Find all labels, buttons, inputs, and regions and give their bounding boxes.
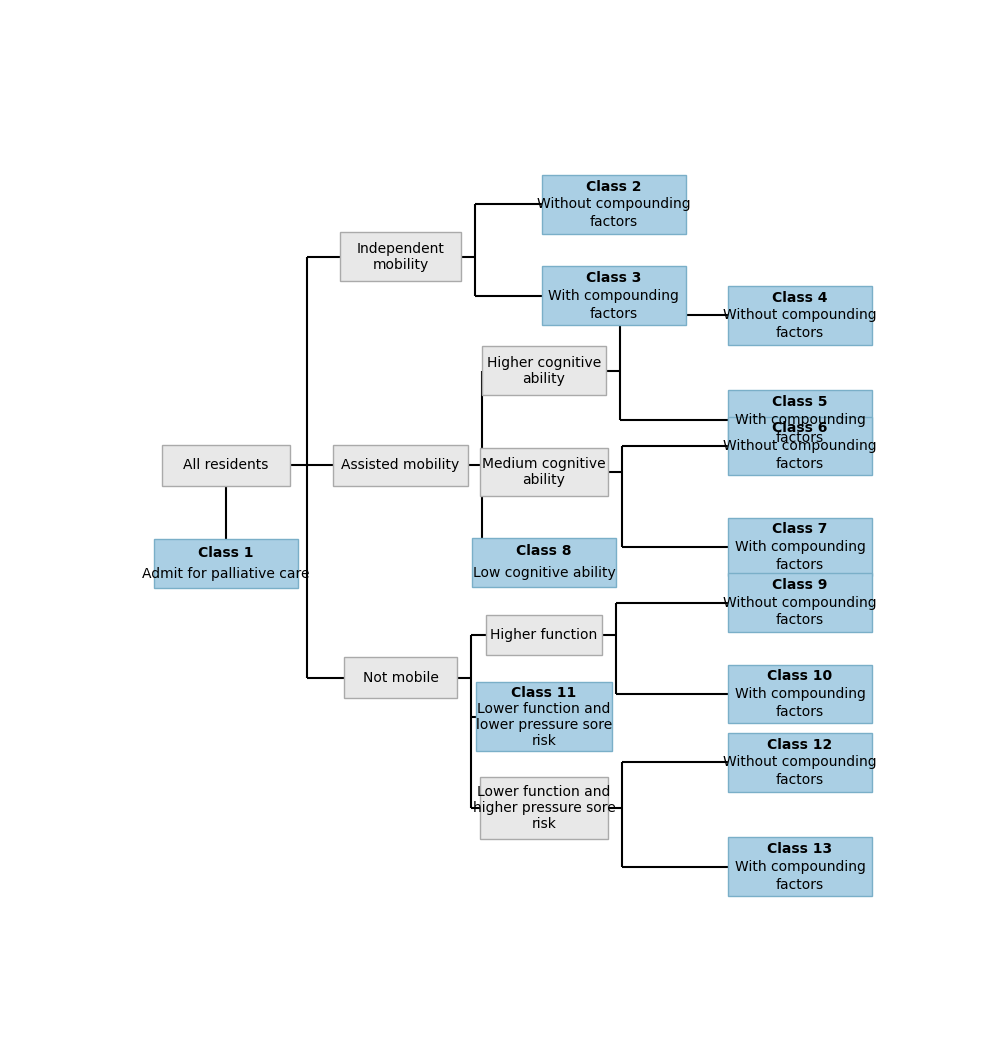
FancyBboxPatch shape bbox=[543, 176, 686, 233]
Text: With compounding: With compounding bbox=[549, 289, 680, 303]
Text: factors: factors bbox=[776, 774, 824, 787]
Text: factors: factors bbox=[776, 558, 824, 572]
FancyBboxPatch shape bbox=[729, 390, 872, 449]
Text: factors: factors bbox=[776, 431, 824, 445]
Text: Without compounding: Without compounding bbox=[724, 439, 877, 453]
Text: Admit for palliative care: Admit for palliative care bbox=[142, 568, 309, 581]
Text: factors: factors bbox=[776, 705, 824, 719]
Text: factors: factors bbox=[776, 326, 824, 341]
Text: With compounding: With compounding bbox=[735, 860, 866, 873]
Text: factors: factors bbox=[776, 457, 824, 471]
FancyBboxPatch shape bbox=[729, 664, 872, 723]
FancyBboxPatch shape bbox=[332, 446, 468, 486]
FancyBboxPatch shape bbox=[729, 416, 872, 475]
Text: Without compounding: Without compounding bbox=[724, 596, 877, 610]
Text: Without compounding: Without compounding bbox=[724, 308, 877, 323]
Text: Class 1: Class 1 bbox=[198, 545, 253, 560]
FancyBboxPatch shape bbox=[472, 538, 616, 586]
Text: Without compounding: Without compounding bbox=[538, 198, 691, 211]
FancyBboxPatch shape bbox=[476, 682, 612, 751]
Text: factors: factors bbox=[590, 215, 638, 229]
Text: Class 4: Class 4 bbox=[773, 290, 828, 305]
Text: All residents: All residents bbox=[183, 458, 268, 473]
FancyBboxPatch shape bbox=[729, 734, 872, 791]
FancyBboxPatch shape bbox=[480, 448, 608, 496]
Text: Class 13: Class 13 bbox=[768, 842, 833, 857]
Text: With compounding: With compounding bbox=[735, 687, 866, 701]
Text: Class 8: Class 8 bbox=[517, 544, 572, 558]
Text: Class 2: Class 2 bbox=[587, 180, 642, 193]
FancyBboxPatch shape bbox=[154, 539, 297, 588]
FancyBboxPatch shape bbox=[485, 615, 603, 656]
FancyBboxPatch shape bbox=[480, 777, 608, 839]
Text: Not mobile: Not mobile bbox=[362, 671, 438, 684]
Text: Lower function and
higher pressure sore
risk: Lower function and higher pressure sore … bbox=[472, 785, 616, 831]
Text: factors: factors bbox=[776, 878, 824, 891]
Text: Class 9: Class 9 bbox=[773, 578, 828, 592]
FancyBboxPatch shape bbox=[729, 573, 872, 632]
FancyBboxPatch shape bbox=[482, 347, 607, 395]
FancyBboxPatch shape bbox=[729, 286, 872, 345]
Text: Class 11: Class 11 bbox=[512, 686, 577, 700]
FancyBboxPatch shape bbox=[543, 267, 686, 325]
Text: Low cognitive ability: Low cognitive ability bbox=[472, 565, 616, 580]
Text: factors: factors bbox=[590, 307, 638, 321]
FancyBboxPatch shape bbox=[162, 446, 290, 486]
Text: With compounding: With compounding bbox=[735, 540, 866, 554]
Text: Class 7: Class 7 bbox=[773, 522, 828, 536]
Text: factors: factors bbox=[776, 614, 824, 627]
Text: Class 12: Class 12 bbox=[768, 738, 833, 751]
FancyBboxPatch shape bbox=[344, 657, 456, 698]
FancyBboxPatch shape bbox=[729, 518, 872, 576]
Text: Lower function and: Lower function and bbox=[477, 702, 611, 716]
Text: risk: risk bbox=[532, 734, 557, 747]
Text: Class 5: Class 5 bbox=[773, 395, 828, 409]
Text: With compounding: With compounding bbox=[735, 413, 866, 427]
Text: Medium cognitive
ability: Medium cognitive ability bbox=[482, 457, 606, 487]
Text: Higher cognitive
ability: Higher cognitive ability bbox=[486, 355, 602, 386]
Text: Class 3: Class 3 bbox=[587, 271, 642, 285]
Text: Class 6: Class 6 bbox=[773, 421, 828, 435]
Text: Independent
mobility: Independent mobility bbox=[356, 242, 444, 272]
Text: Class 10: Class 10 bbox=[768, 669, 833, 683]
Text: Assisted mobility: Assisted mobility bbox=[341, 458, 459, 473]
FancyBboxPatch shape bbox=[340, 232, 460, 281]
FancyBboxPatch shape bbox=[729, 838, 872, 897]
Text: lower pressure sore: lower pressure sore bbox=[475, 718, 613, 731]
Text: Without compounding: Without compounding bbox=[724, 756, 877, 769]
Text: Higher function: Higher function bbox=[490, 628, 598, 642]
